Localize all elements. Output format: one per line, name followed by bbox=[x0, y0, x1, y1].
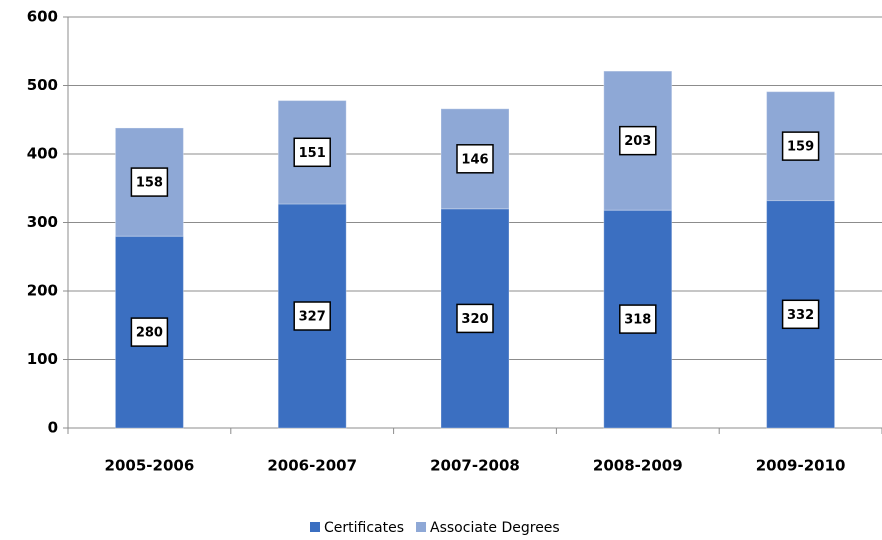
legend-label: Associate Degrees bbox=[430, 520, 560, 536]
value-label-box bbox=[130, 167, 169, 197]
value-label: 159 bbox=[787, 140, 814, 155]
legend-label: Certificates bbox=[324, 520, 404, 536]
legend-swatch bbox=[416, 522, 427, 532]
value-label-box bbox=[293, 301, 331, 331]
bar-segment bbox=[440, 108, 510, 210]
value-label-box bbox=[456, 303, 494, 334]
value-label-box bbox=[781, 131, 820, 161]
value-label: 158 bbox=[136, 176, 163, 191]
x-tick-label: 2006-2007 bbox=[267, 457, 357, 475]
value-label: 327 bbox=[299, 310, 326, 325]
y-tick-label: 0 bbox=[48, 419, 58, 437]
value-label-box bbox=[293, 137, 331, 168]
y-tick-label: 200 bbox=[27, 282, 58, 300]
value-label-box bbox=[781, 299, 820, 330]
value-label: 203 bbox=[624, 134, 651, 149]
value-label: 146 bbox=[461, 152, 488, 167]
value-label: 320 bbox=[461, 312, 488, 327]
y-tick-label: 400 bbox=[27, 145, 58, 163]
value-label: 151 bbox=[299, 146, 326, 161]
value-label-box bbox=[456, 144, 494, 174]
value-label-box bbox=[619, 125, 657, 156]
x-tick-label: 2005-2006 bbox=[105, 457, 195, 475]
y-tick-label: 500 bbox=[27, 76, 58, 94]
value-label: 318 bbox=[624, 313, 651, 328]
x-tick-label: 2008-2009 bbox=[593, 457, 683, 475]
value-label: 280 bbox=[136, 326, 163, 341]
y-tick-label: 100 bbox=[27, 350, 58, 368]
legend: Certificates Associate Degrees bbox=[310, 520, 560, 536]
value-label-box bbox=[130, 317, 169, 347]
x-tick-label: 2009-2010 bbox=[756, 457, 846, 475]
value-label: 332 bbox=[787, 308, 814, 323]
y-tick-label: 300 bbox=[27, 213, 58, 231]
x-tick-label: 2007-2008 bbox=[430, 457, 520, 475]
legend-swatch bbox=[310, 522, 320, 532]
value-label-box bbox=[619, 304, 657, 334]
y-tick-label: 600 bbox=[27, 8, 58, 26]
